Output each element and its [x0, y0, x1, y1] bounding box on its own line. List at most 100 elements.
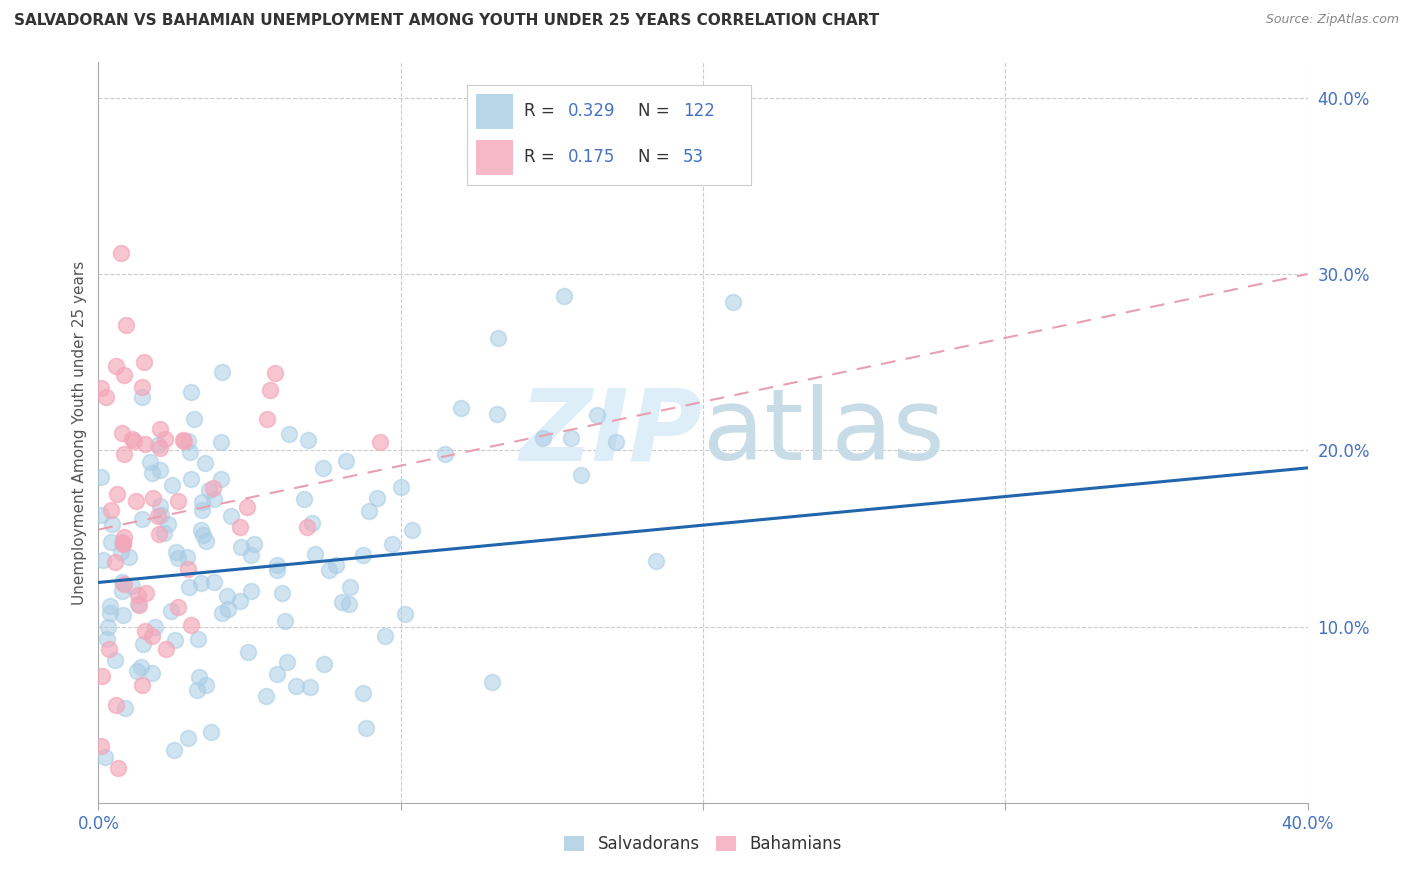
Point: [142, 491, 165, 505]
Point: [97, 620, 120, 634]
Point: [90, 739, 112, 753]
Point: [190, 523, 212, 537]
Point: [644, 553, 666, 567]
Point: [112, 537, 135, 551]
Point: [98, 599, 121, 614]
Point: [131, 379, 153, 393]
Point: [124, 434, 146, 448]
Text: atlas: atlas: [703, 384, 945, 481]
Point: [256, 411, 278, 425]
Point: [486, 407, 509, 421]
Point: [114, 701, 136, 715]
Point: [152, 526, 174, 541]
Point: [295, 520, 318, 534]
Point: [121, 579, 143, 593]
Point: [132, 637, 155, 651]
Point: [153, 432, 176, 446]
Point: [94, 390, 117, 404]
Point: [217, 602, 239, 616]
Point: [202, 492, 225, 507]
Point: [450, 401, 472, 416]
Point: [312, 461, 335, 475]
Point: [335, 454, 357, 468]
Point: [229, 541, 252, 555]
Point: [569, 467, 592, 482]
Point: [172, 434, 194, 448]
Point: [274, 614, 297, 628]
Point: [278, 426, 301, 441]
Point: [141, 466, 163, 480]
Point: [434, 447, 457, 461]
Point: [146, 438, 169, 452]
Point: [160, 477, 183, 491]
Point: [127, 597, 149, 611]
Point: [176, 731, 198, 745]
Point: [111, 534, 134, 549]
Text: Source: ZipAtlas.com: Source: ZipAtlas.com: [1265, 13, 1399, 27]
Point: [180, 472, 202, 486]
Point: [104, 698, 127, 712]
Point: [141, 665, 163, 680]
Point: [318, 563, 340, 577]
Point: [124, 494, 146, 508]
Point: [240, 549, 263, 563]
Point: [330, 595, 353, 609]
Point: [111, 584, 134, 599]
Point: [211, 365, 233, 379]
Point: [266, 558, 288, 572]
Point: [107, 760, 129, 774]
Point: [176, 562, 198, 576]
Point: [190, 576, 212, 591]
Point: [91, 552, 114, 566]
Point: [90, 381, 112, 395]
Point: [298, 680, 321, 694]
Point: [266, 563, 288, 577]
Point: [481, 675, 503, 690]
Point: [129, 660, 152, 674]
Point: [285, 679, 308, 693]
Text: SALVADORAN VS BAHAMIAN UNEMPLOYMENT AMONG YOUTH UNDER 25 YEARS CORRELATION CHART: SALVADORAN VS BAHAMIAN UNEMPLOYMENT AMON…: [14, 13, 879, 29]
Point: [112, 577, 135, 591]
Point: [94, 750, 117, 764]
Point: [215, 589, 238, 603]
Point: [721, 295, 744, 310]
Point: [100, 516, 122, 531]
Point: [374, 629, 396, 643]
Point: [128, 598, 150, 612]
Point: [359, 504, 381, 518]
Point: [211, 472, 233, 486]
Point: [201, 481, 224, 495]
Point: [127, 588, 149, 602]
Point: [134, 624, 156, 639]
Point: [90, 470, 112, 484]
Point: [110, 545, 132, 559]
Point: [304, 547, 326, 561]
Point: [202, 574, 225, 589]
Point: [325, 558, 347, 572]
Point: [292, 492, 315, 507]
Point: [356, 721, 378, 735]
Point: [149, 500, 172, 514]
Point: [183, 412, 205, 426]
Point: [149, 463, 172, 477]
Point: [179, 445, 201, 459]
Point: [366, 491, 388, 505]
Point: [176, 434, 198, 449]
Point: [146, 508, 169, 523]
Point: [254, 690, 277, 704]
Point: [134, 354, 156, 368]
Point: [159, 604, 181, 618]
Point: [219, 509, 242, 524]
Point: [176, 550, 198, 565]
Point: [135, 585, 157, 599]
Point: [173, 434, 195, 448]
Point: [560, 431, 582, 445]
Point: [131, 677, 153, 691]
Point: [166, 600, 188, 615]
Point: [228, 520, 250, 534]
Point: [165, 633, 187, 648]
Point: [134, 437, 156, 451]
Point: [148, 526, 170, 541]
Text: ZIP: ZIP: [520, 384, 703, 481]
Y-axis label: Unemployment Among Youth under 25 years: Unemployment Among Youth under 25 years: [72, 260, 87, 605]
